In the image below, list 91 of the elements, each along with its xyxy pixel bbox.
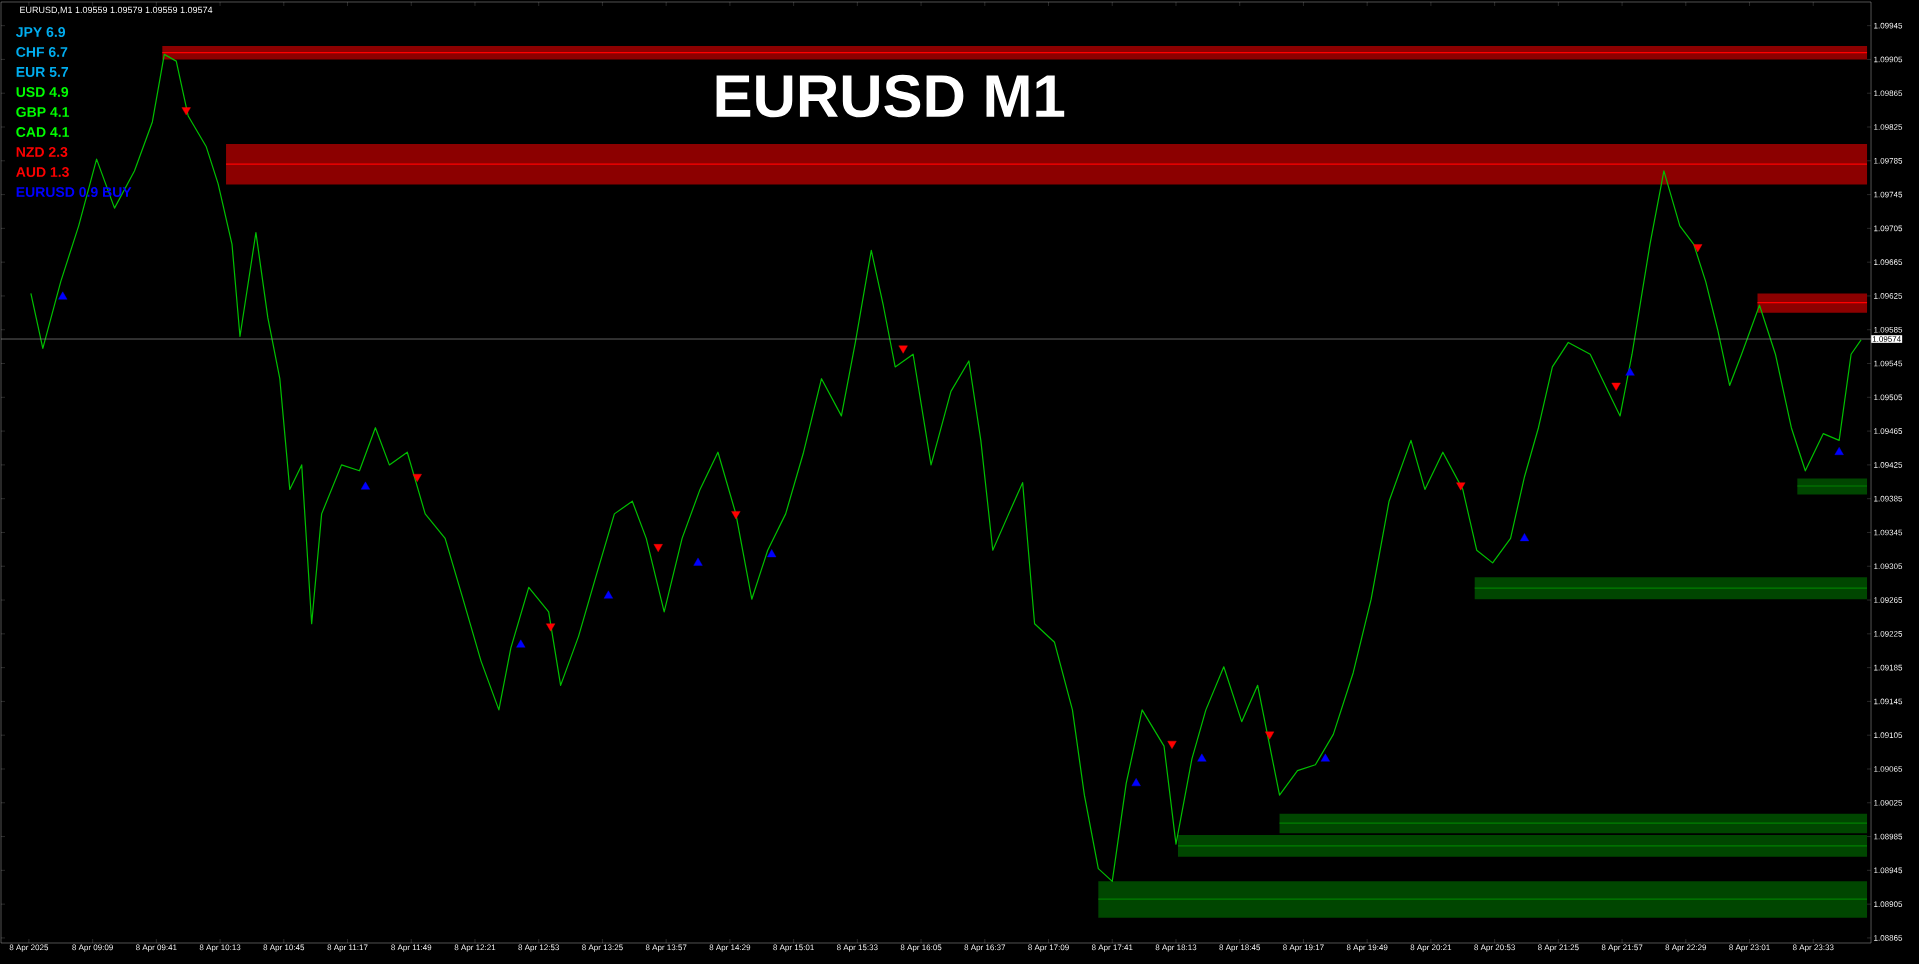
text: EURUSD M1 [716, 74, 1065, 118]
point [1611, 382, 1621, 391]
x-tick-label: 8 Apr 11:17 [327, 944, 368, 952]
x-tick-label: 8 Apr 15:33 [837, 944, 878, 952]
x-tick-label: 8 Apr 19:17 [1283, 944, 1324, 952]
y-tick-label: 1.09265 [1874, 597, 1903, 603]
point [767, 549, 777, 558]
y-tick-label: 1.09545 [1874, 360, 1903, 367]
y-tick-label: 1.09145 [1874, 698, 1903, 705]
point [1131, 778, 1141, 787]
y-tick-label: 1.08865 [1874, 935, 1903, 941]
x-tick-label: 8 Apr 09:41 [136, 944, 177, 952]
x-tick-label: 8 Apr 15:01 [773, 944, 814, 952]
y-tick-label: 1.09225 [1874, 631, 1903, 637]
annotation: JPY 6.9 [15, 27, 66, 37]
point [731, 511, 741, 520]
x-tick-label: 8 Apr 12:21 [454, 944, 496, 952]
x-tick-label: 8 Apr 16:05 [900, 944, 942, 952]
annotation: GBP 4.1 [16, 107, 70, 117]
point [1167, 740, 1177, 749]
x-tick-label: 8 Apr 18:13 [1155, 944, 1197, 952]
x-tick-label: 8 Apr 2025 [9, 944, 49, 952]
y-tick-label: 1.09345 [1874, 529, 1903, 536]
y-tick-label: 1.09625 [1874, 293, 1903, 299]
x-tick-label: 8 Apr 21:57 [1601, 944, 1643, 952]
y-tick-label: 1.09065 [1874, 766, 1903, 772]
y-tick-label: 1.09785 [1874, 157, 1903, 164]
annotation: USD 4.9 [16, 86, 69, 97]
x-tick-label: 8 Apr 10:45 [263, 944, 305, 952]
x-tick-label: 8 Apr 17:09 [1028, 944, 1069, 952]
x-tick-label: 8 Apr 18:45 [1219, 944, 1261, 952]
x-tick-label: 8 Apr 14:29 [709, 944, 751, 952]
y-tick-label: 1.09745 [1874, 191, 1903, 198]
y-tick-label: 1.09705 [1874, 225, 1903, 232]
y-tick-label: 1.09865 [1874, 90, 1903, 97]
y-tick-label: 1.09585 [1874, 326, 1903, 333]
y-tick-label: 1.09945 [1874, 22, 1903, 29]
point [603, 590, 613, 599]
x-tick-label: 8 Apr 13:57 [645, 944, 687, 952]
point [1625, 367, 1635, 376]
x-tick-label: 8 Apr 17:41 [1091, 944, 1133, 952]
point [360, 481, 370, 490]
ref-line-label: 1.09574 [1872, 336, 1901, 342]
annotation: AUD 1.3 [16, 167, 69, 177]
x-tick-label: 8 Apr 12:53 [518, 944, 560, 952]
point [693, 557, 703, 566]
point [1834, 447, 1844, 455]
y-tick-label: 1.09905 [1874, 56, 1903, 63]
y-tick-label: 1.08905 [1874, 901, 1903, 907]
x-tick-label: 8 Apr 20:53 [1474, 944, 1515, 952]
x-tick-label: 8 Apr 21:25 [1538, 944, 1579, 952]
point [1265, 731, 1275, 740]
y-tick-label: 1.09105 [1874, 732, 1903, 739]
point [516, 639, 526, 648]
x-tick-label: 8 Apr 22:29 [1665, 944, 1707, 952]
point [1456, 482, 1466, 491]
point [181, 107, 191, 116]
x-tick-label: 8 Apr 10:13 [199, 944, 241, 952]
point [898, 345, 908, 354]
annotation: NZD 2.3 [16, 147, 68, 157]
y-tick-label: 1.09425 [1874, 462, 1903, 468]
x-tick-label: 8 Apr 13:25 [582, 944, 623, 952]
y-tick-label: 1.09305 [1874, 563, 1903, 570]
point [653, 544, 663, 553]
x-tick-label: 8 Apr 23:33 [1792, 944, 1834, 952]
annotation: EURUSD,M1 1.09559 1.09579 1.09559 1.09574 [20, 6, 213, 15]
point [58, 291, 68, 300]
x-tick-label: 8 Apr 16:37 [964, 944, 1006, 952]
x-tick-label: 8 Apr 19:49 [1346, 944, 1388, 952]
y-tick-label: 1.09025 [1874, 799, 1903, 806]
annotation: EUR 5.7 [16, 67, 69, 77]
x-tick-label: 8 Apr 11:49 [391, 944, 432, 952]
point [1320, 753, 1330, 762]
y-tick-label: 1.09825 [1874, 124, 1903, 130]
point [1519, 533, 1530, 542]
y-tick-label: 1.08985 [1874, 833, 1903, 840]
y-tick-label: 1.09665 [1874, 259, 1903, 265]
annotation: CAD 4.1 [16, 127, 70, 137]
annotation: CHF 6.7 [16, 46, 68, 57]
y-tick-label: 1.09385 [1874, 495, 1903, 502]
y-tick-label: 1.09505 [1874, 394, 1903, 401]
y-tick-label: 1.09185 [1874, 664, 1903, 671]
point [1197, 753, 1207, 762]
x-tick-label: 8 Apr 23:01 [1729, 944, 1770, 952]
y-tick-label: 1.08945 [1874, 867, 1903, 874]
point [546, 623, 556, 632]
point [412, 474, 422, 482]
x-tick-label: 8 Apr 20:21 [1410, 944, 1452, 952]
x-tick-label: 8 Apr 09:09 [72, 944, 113, 952]
y-tick-label: 1.09465 [1874, 428, 1903, 434]
point [1693, 244, 1703, 253]
